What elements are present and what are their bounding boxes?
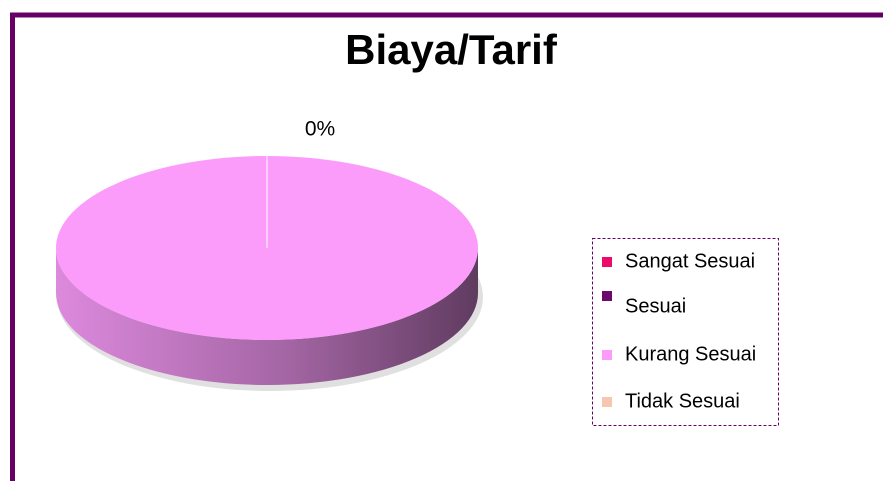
legend: Sangat Sesuai Sesuai Kurang Sesuai Tidak Se…: [602, 250, 756, 412]
slice-side-shade: [56, 248, 478, 385]
legend-label: Sangat Sesuai: [625, 250, 755, 272]
legend-swatch: [602, 291, 612, 301]
data-label: 0%: [305, 118, 335, 141]
legend-swatch: [602, 397, 612, 407]
legend-box: [592, 238, 779, 426]
pie: 0%: [56, 118, 483, 391]
legend-label: Tidak Sesuai: [625, 390, 740, 412]
legend-swatch: [602, 350, 612, 360]
legend-label: Kurang Sesuai: [625, 343, 756, 365]
legend-label: Sesuai: [625, 295, 686, 317]
chart-title: Biaya/Tarif: [345, 26, 558, 73]
legend-swatch: [602, 257, 612, 267]
